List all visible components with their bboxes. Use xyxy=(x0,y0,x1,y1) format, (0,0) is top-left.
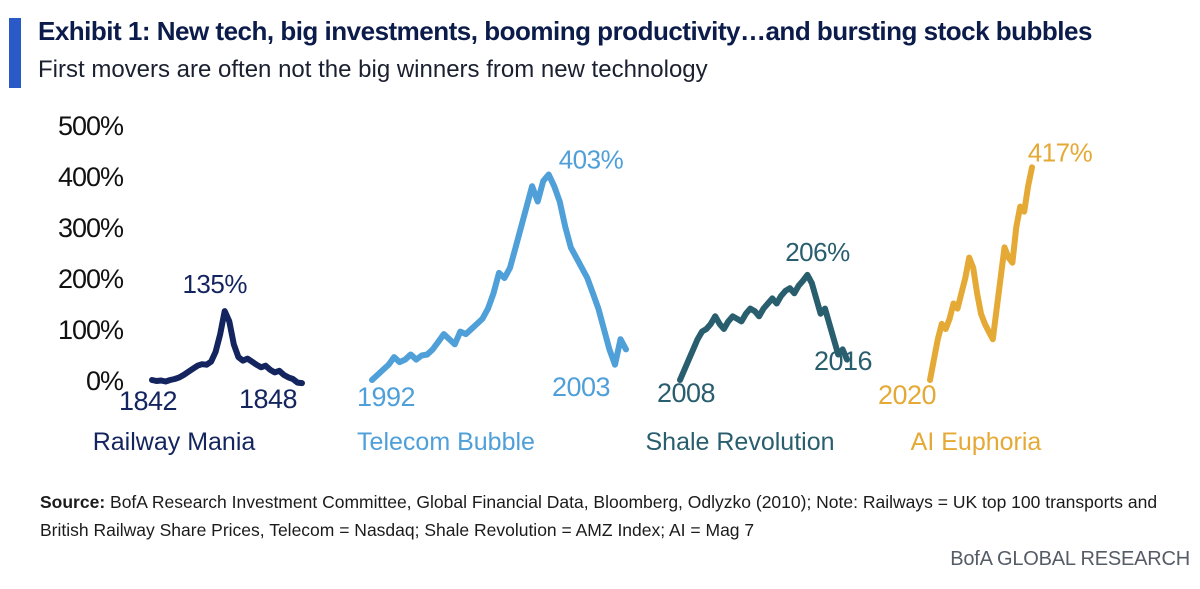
start-year-label: 2020 xyxy=(878,380,936,410)
end-year-label: 1848 xyxy=(239,384,297,414)
y-tick-label: 100% xyxy=(58,315,124,345)
series-line xyxy=(149,308,305,387)
peak-label: 135% xyxy=(182,269,247,299)
brand-label: BofA GLOBAL RESEARCH xyxy=(950,548,1190,570)
series-name-label: AI Euphoria xyxy=(911,428,1042,456)
series-name-label: Railway Mania xyxy=(93,428,256,456)
y-tick-label: 0% xyxy=(86,366,124,396)
y-tick-label: 200% xyxy=(58,264,124,294)
end-year-label: 2016 xyxy=(814,346,872,376)
peak-label: 206% xyxy=(785,237,850,267)
series-line xyxy=(369,171,629,383)
series-line xyxy=(927,164,1035,383)
peak-label: 417% xyxy=(1028,137,1093,167)
chart-subtitle: First movers are often not the big winne… xyxy=(38,56,708,83)
y-tick-label: 500% xyxy=(58,111,124,141)
source-note: Source: BofA Research Investment Committ… xyxy=(40,488,1160,544)
start-year-label: 1992 xyxy=(357,382,415,412)
start-year-label: 2008 xyxy=(657,378,715,408)
source-label: Source: xyxy=(40,492,106,512)
y-tick-label: 400% xyxy=(58,162,124,192)
chart-title: Exhibit 1: New tech, big investments, bo… xyxy=(38,16,1092,46)
peak-label: 403% xyxy=(559,144,624,174)
start-year-label: 1842 xyxy=(119,386,177,416)
series-name-label: Shale Revolution xyxy=(645,428,834,456)
series-name-label: Telecom Bubble xyxy=(357,428,535,456)
chart-area: 0% 100% 200% 300% 400% 500% 135% 1842 1848 Railwa… xyxy=(58,111,1093,456)
title-accent-bar xyxy=(9,18,21,88)
y-tick-label: 300% xyxy=(58,213,124,243)
source-text: BofA Research Investment Committee, Glob… xyxy=(40,492,1158,540)
series-line xyxy=(677,271,850,383)
end-year-label: 2003 xyxy=(552,372,610,402)
